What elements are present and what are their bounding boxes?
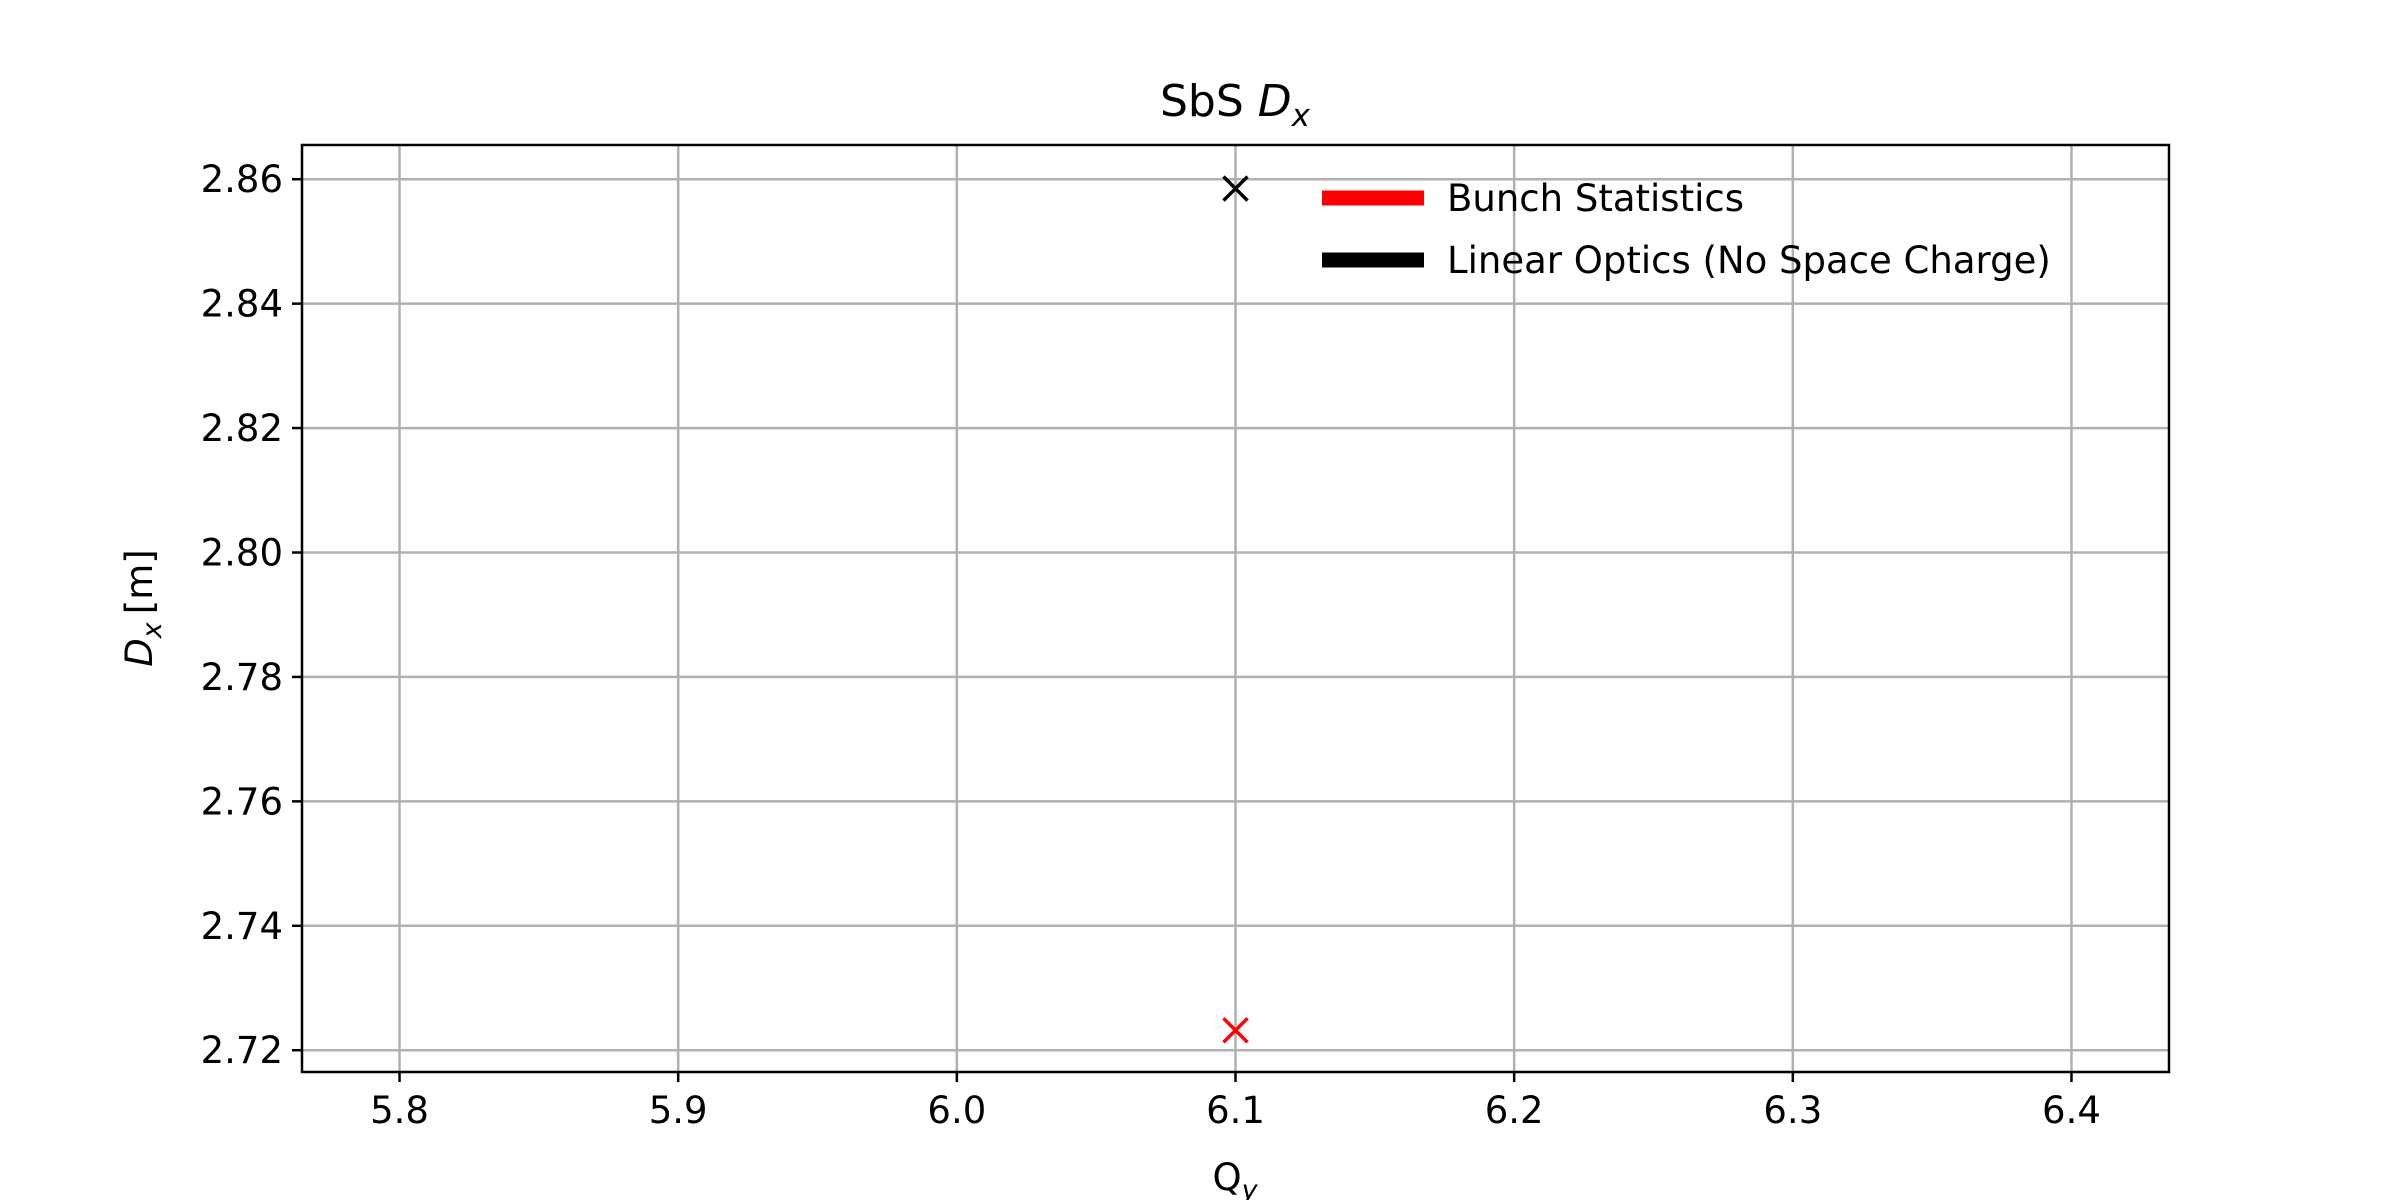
x-tick-label: 6.2 xyxy=(1485,1089,1544,1132)
y-tick-label: 2.74 xyxy=(201,905,283,948)
data-point-linear-optics xyxy=(1222,175,1249,202)
y-tick-label: 2.72 xyxy=(201,1029,283,1072)
x-tick-label: 5.8 xyxy=(370,1089,429,1132)
y-axis-label: Dx[m] xyxy=(118,549,168,666)
legend-label-bunch-statistics: Bunch Statistics xyxy=(1447,177,1744,220)
y-tick-label: 2.82 xyxy=(201,407,283,450)
legend-label-linear-optics: Linear Optics (No Space Charge) xyxy=(1447,239,2051,282)
x-axis-label: Qy xyxy=(1212,1156,1258,1200)
y-tick-label: 2.84 xyxy=(201,283,283,326)
x-tick-label: 6.0 xyxy=(927,1089,986,1132)
y-tick-label: 2.80 xyxy=(201,532,283,575)
data-point-bunch-statistics xyxy=(1222,1017,1249,1044)
x-tick-label: 6.4 xyxy=(2042,1089,2101,1132)
x-tick-label: 6.3 xyxy=(1763,1089,1822,1132)
grid xyxy=(302,145,2169,1072)
y-axis-ticks: 2.72 2.74 2.76 2.78 2.80 2.82 2.84 2.86 xyxy=(201,158,302,1072)
chart-title: SbS Dx xyxy=(1160,76,1311,134)
x-tick-label: 5.9 xyxy=(649,1089,708,1132)
x-axis-ticks: 5.8 5.9 6.0 6.1 6.2 6.3 6.4 xyxy=(370,1072,2101,1132)
y-tick-label: 2.86 xyxy=(201,158,283,201)
legend: Bunch Statistics Linear Optics (No Space… xyxy=(1322,177,2051,282)
y-tick-label: 2.78 xyxy=(201,656,283,699)
x-tick-label: 6.1 xyxy=(1206,1089,1265,1132)
data-marks xyxy=(1222,175,1249,1044)
y-tick-label: 2.76 xyxy=(201,780,283,823)
